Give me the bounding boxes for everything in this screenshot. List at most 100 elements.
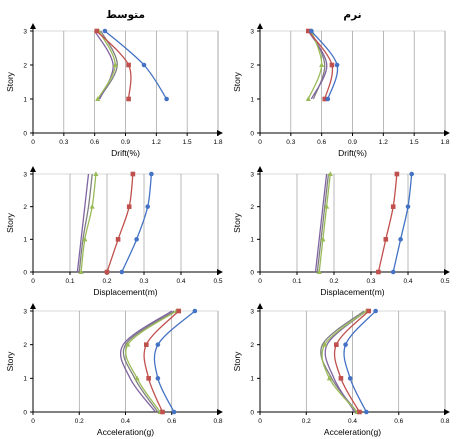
series-line-4: [94, 30, 114, 100]
data-point-series-1: [364, 409, 369, 415]
x-tick-label: 0.3: [286, 139, 295, 146]
series-line-2: [333, 310, 370, 413]
series-line-3: [307, 30, 323, 100]
panel-title: نرم: [343, 9, 361, 21]
y-axis-arrow: [30, 303, 36, 309]
data-point-series-3: [320, 236, 326, 242]
y-tick-label: 3: [23, 28, 27, 35]
data-point-series-3: [89, 203, 95, 209]
data-point-series-2: [394, 171, 400, 177]
data-point-series-2: [126, 62, 131, 68]
data-point-series-1: [171, 409, 177, 415]
x-tick-label: 0: [258, 278, 262, 285]
data-point-series-2: [334, 342, 339, 347]
y-tick-label: 1: [250, 237, 254, 244]
y-tick-label: 1: [23, 376, 27, 383]
series-line-5: [78, 173, 93, 273]
x-tick-label: 0.2: [329, 278, 338, 285]
x-tick-label: 0: [31, 139, 35, 146]
x-tick-label: 0.6: [317, 139, 326, 146]
x-axis-label: Acceleration(g): [97, 427, 154, 437]
x-tick-label: 1.5: [410, 139, 419, 146]
data-point-series-3: [322, 341, 328, 347]
y-tick-label: 2: [23, 62, 27, 69]
series-line-2: [106, 173, 134, 273]
x-tick-label: 0.2: [75, 418, 84, 425]
y-tick-label: 2: [23, 204, 27, 211]
x-tick-label: 0.9: [348, 139, 357, 146]
data-point-series-3: [326, 375, 332, 381]
x-tick-label: 0.8: [440, 418, 449, 425]
data-point-series-1: [145, 204, 150, 209]
y-tick-label: 2: [250, 62, 254, 69]
data-point-series-1: [192, 308, 198, 314]
data-point-series-1: [134, 237, 139, 242]
x-axis-label: Acceleration(g): [324, 427, 381, 437]
y-tick-label: 0: [250, 130, 254, 137]
data-point-series-2: [115, 237, 121, 242]
x-axis-arrow: [217, 409, 223, 415]
series-line-5: [316, 173, 330, 273]
y-tick-label: 3: [250, 28, 254, 35]
plot-area: [259, 173, 446, 273]
data-point-series-2: [160, 409, 165, 415]
x-tick-label: 1.2: [152, 139, 161, 146]
data-point-series-2: [94, 28, 100, 34]
y-axis-label: Story: [5, 212, 15, 233]
x-tick-label: 0: [258, 139, 262, 146]
y-axis-arrow: [257, 23, 263, 29]
data-point-series-1: [309, 28, 314, 34]
x-tick-label: 1.5: [183, 139, 192, 146]
series-line-3: [318, 173, 331, 273]
data-point-series-1: [343, 342, 348, 347]
data-point-series-1: [164, 96, 169, 102]
y-axis-label: Story: [5, 351, 15, 372]
data-point-series-2: [104, 269, 110, 275]
data-point-series-3: [95, 96, 101, 101]
data-point-series-2: [130, 171, 136, 177]
series-line-3: [80, 173, 97, 273]
series-line-4: [307, 30, 328, 100]
y-tick-label: 1: [250, 376, 254, 383]
series-line-4: [314, 173, 328, 273]
data-point-series-2: [322, 96, 328, 102]
data-point-series-2: [176, 308, 181, 314]
data-point-series-3: [327, 171, 333, 176]
series-line-3: [321, 310, 367, 413]
data-point-series-2: [338, 376, 344, 381]
data-point-series-3: [316, 269, 322, 274]
data-point-series-2: [383, 237, 389, 242]
x-tick-label: 1.8: [213, 139, 222, 146]
data-point-series-1: [390, 269, 396, 275]
data-point-series-2: [146, 376, 151, 381]
data-point-series-1: [155, 342, 161, 347]
x-tick-label: 0.2: [102, 278, 111, 285]
data-point-series-2: [329, 62, 335, 68]
x-tick-label: 0.3: [59, 139, 68, 146]
x-tick-label: 0: [31, 418, 35, 425]
series-line-1: [121, 173, 153, 273]
data-point-series-1: [398, 237, 403, 242]
y-tick-label: 2: [250, 204, 254, 211]
x-tick-label: 0: [258, 418, 262, 425]
data-point-series-1: [149, 171, 154, 177]
plot-area: [32, 173, 219, 273]
data-point-series-2: [366, 308, 371, 314]
data-point-series-2: [144, 342, 149, 347]
series-line-5: [122, 310, 175, 413]
data-point-series-1: [373, 308, 378, 314]
y-tick-label: 3: [250, 308, 254, 315]
data-point-series-3: [82, 236, 88, 242]
data-point-series-3: [134, 375, 140, 381]
y-axis-arrow: [257, 166, 263, 172]
y-tick-label: 0: [250, 269, 254, 276]
series-line-1: [343, 310, 377, 413]
x-tick-label: 0.5: [440, 278, 449, 285]
y-tick-label: 2: [23, 342, 27, 349]
data-point-series-1: [409, 171, 415, 177]
y-tick-label: 0: [23, 269, 27, 276]
data-point-series-2: [306, 28, 311, 34]
data-point-series-3: [93, 171, 99, 176]
y-tick-label: 0: [23, 130, 27, 137]
